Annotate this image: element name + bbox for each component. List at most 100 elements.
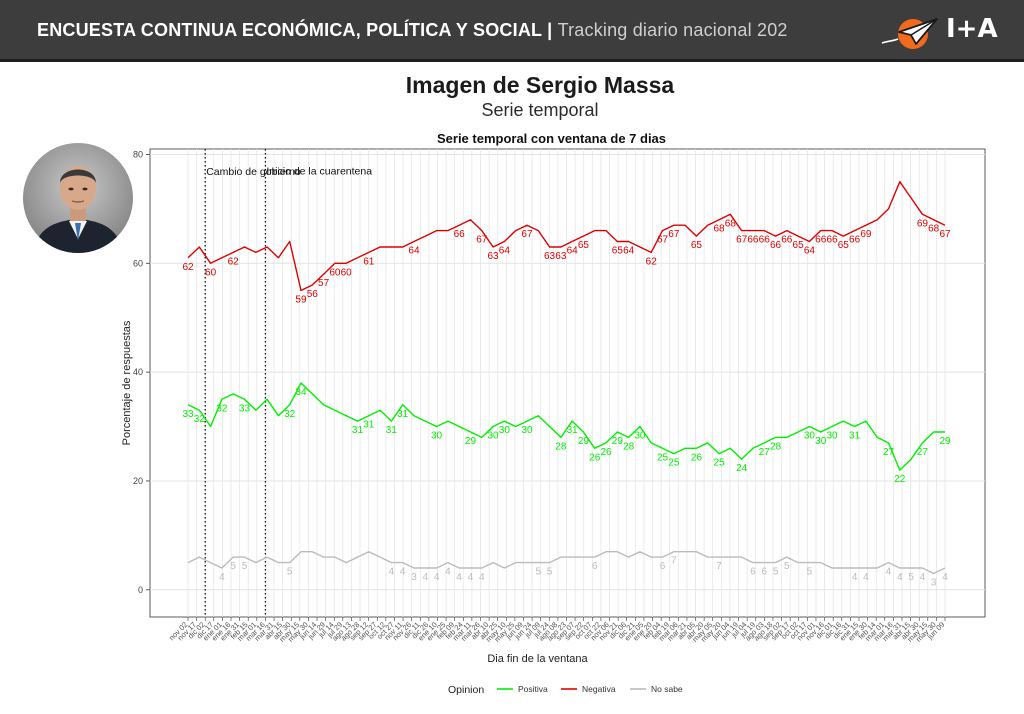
data-label: 29 — [612, 436, 624, 447]
y-tick-label: 80 — [133, 149, 143, 159]
legend-title: Opinion — [448, 684, 484, 696]
plot-panel — [149, 148, 986, 618]
data-label: 26 — [691, 452, 703, 463]
data-label: 64 — [567, 246, 579, 257]
data-label: 69 — [917, 218, 929, 229]
data-label: 66 — [759, 235, 771, 246]
data-label: 61 — [363, 256, 375, 267]
y-tick-label: 0 — [138, 585, 143, 595]
data-label: 4 — [863, 572, 869, 583]
data-label: 28 — [770, 441, 782, 452]
data-label: 59 — [295, 294, 307, 305]
data-label: 62 — [646, 256, 658, 267]
page-subtitle: Serie temporal — [481, 100, 599, 120]
data-label: 28 — [623, 441, 635, 452]
data-label: 4 — [422, 572, 428, 583]
data-label: 29 — [939, 436, 951, 447]
data-label: 64 — [804, 246, 816, 257]
data-label: 30 — [499, 425, 511, 436]
data-label: 29 — [465, 436, 477, 447]
data-label: 5 — [807, 567, 813, 578]
brand-name: I+A — [946, 14, 998, 44]
data-label: 65 — [793, 240, 805, 251]
paper-plane-sun-icon — [881, 18, 938, 49]
data-label: 7 — [671, 556, 677, 567]
data-label: 4 — [445, 567, 451, 578]
data-label: 64 — [623, 246, 635, 257]
data-label: 5 — [784, 561, 790, 572]
data-label: 31 — [567, 425, 579, 436]
data-label: 57 — [318, 278, 330, 289]
data-label: 27 — [883, 447, 895, 458]
data-label: 5 — [230, 561, 236, 572]
data-label: 62 — [228, 256, 240, 267]
data-label: 69 — [860, 229, 872, 240]
data-label: 30 — [815, 436, 827, 447]
data-label: 60 — [205, 267, 217, 278]
data-label: 27 — [759, 447, 771, 458]
data-label: 4 — [456, 572, 462, 583]
data-label: 63 — [487, 251, 499, 262]
data-label: 32 — [284, 409, 296, 420]
data-label: 32 — [216, 403, 228, 414]
data-label: 4 — [886, 567, 892, 578]
data-label: 4 — [219, 572, 225, 583]
page-title: Imagen de Sergio Massa — [405, 72, 675, 98]
data-label: 31 — [352, 425, 364, 436]
data-label: 65 — [838, 240, 850, 251]
y-tick-label: 20 — [133, 476, 143, 486]
data-label: 4 — [942, 572, 948, 583]
data-label: 64 — [499, 246, 511, 257]
data-label: 31 — [386, 425, 398, 436]
header-subtitle: Tracking diario nacional 202 — [557, 20, 788, 40]
data-label: 66 — [849, 235, 861, 246]
data-label: 28 — [555, 441, 567, 452]
data-label: 4 — [389, 567, 395, 578]
series-line — [187, 382, 945, 471]
y-axis-title: Porcentaje de respuestas — [121, 320, 133, 445]
data-label: 30 — [826, 431, 838, 442]
data-label: 67 — [668, 229, 680, 240]
data-label: 5 — [547, 567, 553, 578]
data-label: 7 — [716, 561, 722, 572]
data-label: 67 — [736, 235, 748, 246]
data-label: 5 — [242, 561, 248, 572]
data-label: 64 — [408, 246, 420, 257]
data-label: 65 — [578, 240, 590, 251]
data-label: 68 — [928, 224, 940, 235]
data-label: 66 — [781, 235, 793, 246]
data-label: 6 — [592, 561, 598, 572]
data-label: 25 — [713, 458, 725, 469]
data-label: 26 — [600, 447, 612, 458]
data-label: 6 — [660, 561, 666, 572]
data-label: 25 — [657, 452, 669, 463]
data-label: 4 — [852, 572, 858, 583]
data-label: 25 — [668, 458, 680, 469]
data-label: 66 — [815, 235, 827, 246]
data-label: 30 — [521, 425, 533, 436]
data-label: 30 — [804, 431, 816, 442]
data-label: 29 — [578, 436, 590, 447]
series-line — [187, 551, 946, 575]
data-label: 65 — [612, 246, 624, 257]
header-title: ENCUESTA CONTINUA ECONÓMICA, POLÍTICA Y … — [37, 20, 788, 41]
legend-label: No sabe — [651, 684, 683, 694]
data-label: 31 — [397, 409, 409, 420]
series-line — [187, 181, 946, 292]
data-label: 4 — [897, 572, 903, 583]
avatar-illustration — [23, 143, 133, 253]
data-label: 27 — [917, 447, 929, 458]
data-label: 66 — [747, 235, 759, 246]
data-label: 6 — [750, 567, 756, 578]
data-label: 56 — [307, 289, 319, 300]
data-label: 30 — [431, 431, 443, 442]
legend-label: Positiva — [518, 684, 548, 694]
data-label: 32 — [194, 414, 206, 425]
data-label: 30 — [634, 431, 646, 442]
data-label: 68 — [713, 224, 725, 235]
legend-label: Negativa — [582, 684, 616, 694]
data-label: 66 — [826, 235, 838, 246]
x-axis-title: Dia fin de la ventana — [487, 653, 588, 665]
data-label: 5 — [908, 572, 914, 583]
